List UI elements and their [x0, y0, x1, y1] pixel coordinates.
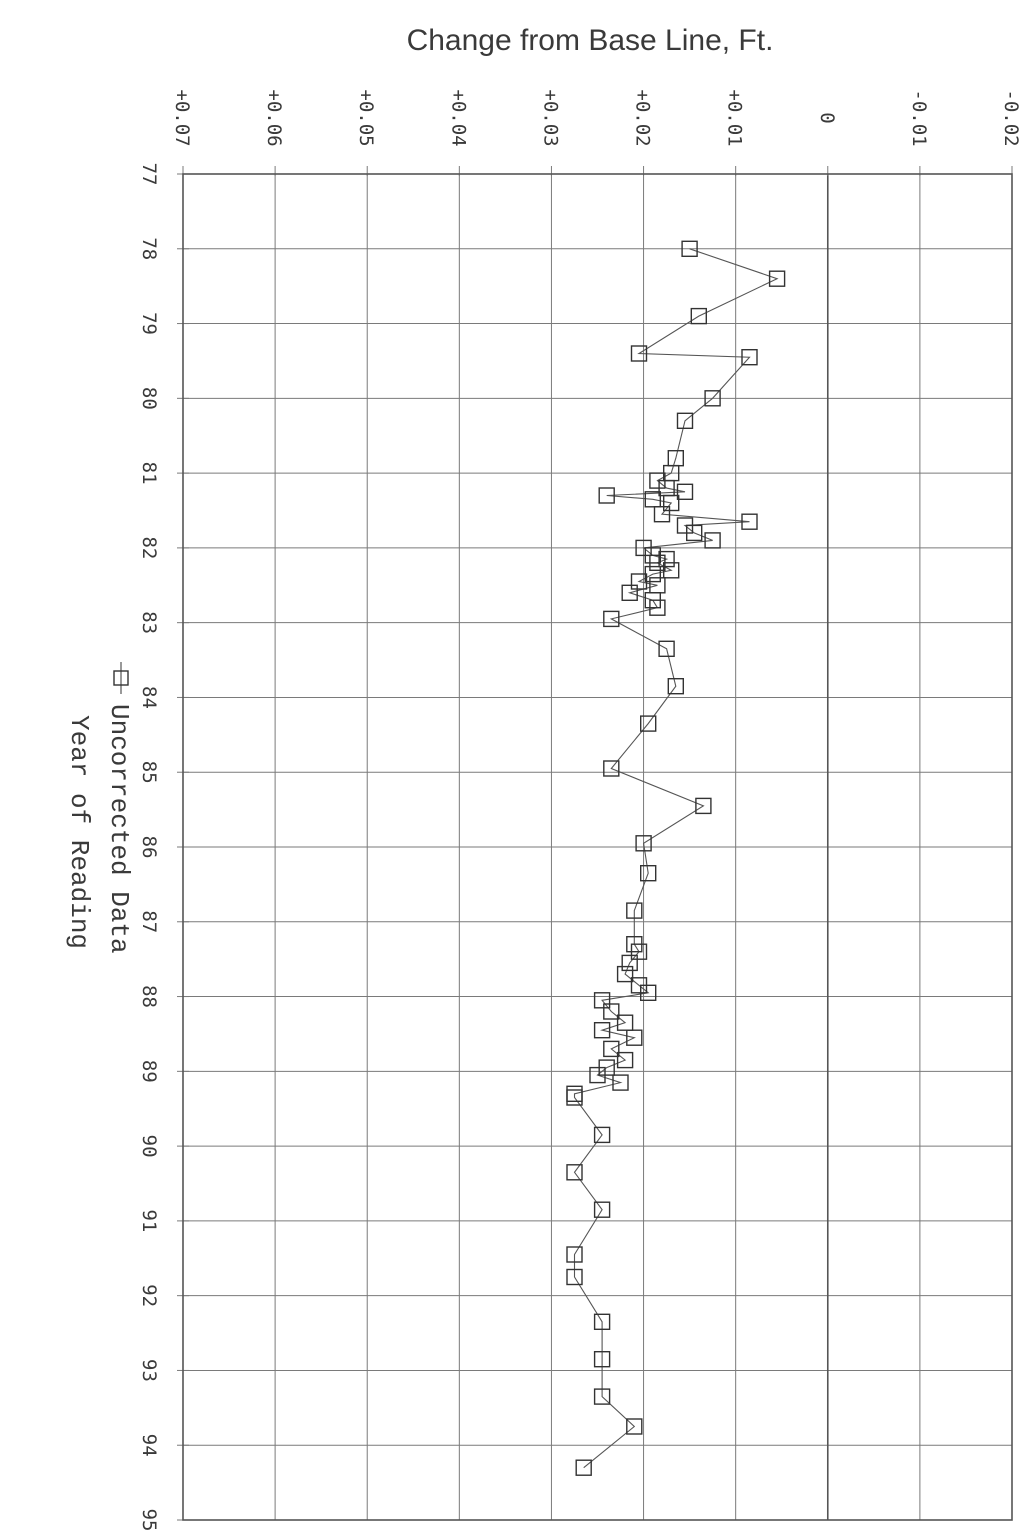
data-point: [768, 270, 786, 287]
x-tick-label: 91: [138, 1209, 160, 1232]
data-point: [621, 954, 638, 972]
data-point: [658, 550, 675, 568]
data-point: [695, 797, 712, 815]
x-tick-label: 83: [138, 611, 160, 634]
data-point: [589, 1066, 606, 1084]
data-point: [566, 1164, 583, 1181]
plot-frame: [182, 173, 1013, 1521]
data-point: [630, 943, 648, 960]
x-axis-label: Year of Reading: [64, 715, 94, 949]
y-tick-label: -0.01: [908, 89, 930, 146]
y-tick-label: +0.05: [355, 89, 377, 146]
data-point: [676, 412, 694, 429]
data-point: [686, 524, 703, 542]
data-point: [653, 506, 671, 523]
data-point: [603, 610, 620, 628]
x-tick-label: 95: [138, 1509, 160, 1532]
data-point: [640, 865, 657, 882]
x-tick-label: 79: [138, 312, 160, 335]
data-point: [681, 240, 698, 258]
data-point: [603, 1003, 620, 1020]
data-point: [640, 984, 657, 1001]
data-point: [658, 640, 675, 657]
data-point: [663, 494, 680, 512]
y-tick-label: +0.03: [539, 89, 561, 146]
x-tick-label: 78: [138, 237, 160, 260]
x-tick-label: 84: [138, 686, 160, 709]
data-point: [626, 1029, 643, 1046]
y-tick-label: +0.02: [632, 89, 654, 146]
data-point: [612, 1074, 629, 1091]
data-point: [598, 487, 615, 504]
data-point: [640, 715, 657, 732]
data-point: [667, 678, 684, 695]
chart-title: Change from Base Line, Ft.: [407, 24, 774, 57]
legend-square-icon: [113, 670, 129, 686]
x-tick-label: 89: [138, 1060, 160, 1083]
data-point: [603, 1040, 620, 1058]
grid-layer: [177, 166, 1013, 1521]
data-point: [621, 584, 638, 601]
legend: Uncorrected Data: [104, 662, 134, 954]
data-point: [616, 1014, 634, 1031]
x-tick-label: 80: [138, 387, 160, 410]
data-point: [616, 1051, 634, 1069]
data-point: [644, 491, 661, 508]
data-point: [704, 390, 721, 407]
y-tick-label: +0.04: [447, 89, 469, 146]
data-point: [593, 992, 611, 1009]
series-line: [573, 248, 779, 1469]
data-point: [741, 349, 758, 366]
data-point: [626, 902, 643, 919]
data-point: [593, 1313, 611, 1331]
data-point: [630, 345, 648, 362]
data-point: [566, 1089, 583, 1106]
tick-layer: 77 78 79 80 81 82 83 84 85 86 87 88 89 90 91 92 93 94 95 +0…: [138, 89, 1022, 1531]
data-point: [593, 1022, 611, 1039]
data-point: [649, 599, 666, 616]
data-point: [676, 483, 694, 500]
x-tick-label: 81: [138, 462, 160, 485]
y-tick-label: 0: [816, 112, 838, 123]
x-tick-label: 92: [138, 1284, 160, 1307]
data-point: [663, 562, 680, 579]
data-point: [593, 1126, 611, 1144]
data-point: [593, 1350, 611, 1368]
data-point: [626, 1418, 643, 1435]
data-point: [593, 1201, 611, 1218]
data-point: [566, 1246, 583, 1263]
series-layer: [566, 240, 786, 1476]
data-point: [704, 532, 721, 549]
x-tick-label: 94: [138, 1434, 160, 1457]
y-tick-label: +0.06: [263, 89, 285, 146]
x-tick-label: 93: [138, 1359, 160, 1382]
x-tick-label: 88: [138, 985, 160, 1008]
x-tick-label: 85: [138, 761, 160, 784]
x-tick-label: 77: [138, 163, 160, 186]
data-point: [635, 835, 652, 852]
data-point: [575, 1459, 592, 1476]
data-point: [690, 307, 707, 325]
data-point: [593, 1388, 611, 1405]
y-tick-label: +0.01: [724, 89, 746, 146]
x-tick-label: 90: [138, 1135, 160, 1158]
data-point: [741, 513, 758, 530]
data-point: [616, 965, 634, 983]
y-tick-label: +0.07: [171, 89, 193, 146]
x-tick-label: 87: [138, 910, 160, 933]
data-point: [603, 760, 620, 777]
legend-label: Uncorrected Data: [104, 704, 134, 954]
x-tick-label: 82: [138, 536, 160, 559]
y-tick-label: -0.02: [1000, 89, 1022, 146]
data-point: [566, 1268, 583, 1286]
x-tick-label: 86: [138, 836, 160, 859]
data-point: [630, 573, 648, 590]
